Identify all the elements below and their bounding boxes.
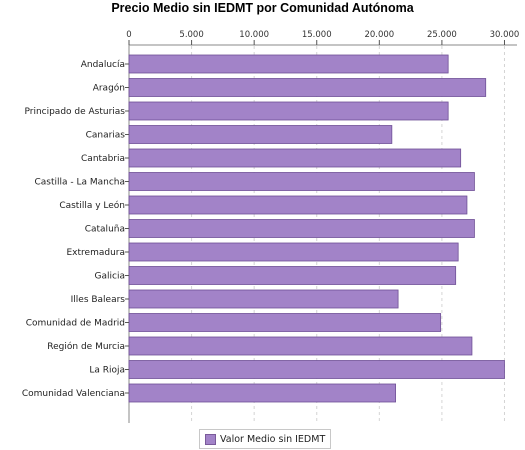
- bar: [128, 219, 475, 238]
- legend-label: Valor Medio sin IEDMT: [220, 433, 326, 445]
- bar: [128, 54, 449, 74]
- x-tick-label: 10.000: [239, 30, 269, 40]
- legend-swatch: [205, 433, 216, 445]
- category-label: Región de Murcia: [47, 341, 125, 352]
- category-label: Canarias: [86, 131, 126, 141]
- x-tick-label: 15.000: [302, 30, 332, 40]
- x-tick-label: 20.000: [364, 30, 394, 40]
- bar: [128, 289, 399, 309]
- category-label: Andalucía: [81, 60, 125, 70]
- category-label: Castilla y León: [59, 200, 125, 211]
- category-label: Illes Balears: [71, 295, 126, 305]
- bar: [128, 172, 475, 191]
- x-tick-label: 30.000: [490, 30, 520, 40]
- legend: Valor Medio sin IEDMT: [199, 429, 332, 449]
- category-label: Galicia: [95, 272, 125, 282]
- bar: [128, 101, 449, 121]
- category-labels: Andalucía Aragón Principado de Asturias Can…: [22, 60, 129, 399]
- bar: [128, 195, 468, 215]
- bar: [128, 266, 457, 285]
- category-label: Comunidad Valenciana: [22, 389, 125, 399]
- x-axis-ticks: 0 5.000 10.000 15.000 20.000 25.000 30.000: [126, 30, 519, 45]
- category-label: Cantabria: [81, 154, 125, 164]
- x-tick-label: 0: [126, 30, 131, 40]
- category-label: Comunidad de Madrid: [26, 319, 125, 329]
- category-label: Castilla - La Mancha: [34, 178, 125, 188]
- category-label: Extremadura: [67, 248, 126, 258]
- category-label: Cataluña: [85, 225, 125, 235]
- category-label: Principado de Asturias: [24, 107, 125, 117]
- bar: [128, 383, 396, 403]
- bar: [128, 148, 462, 168]
- bar: [128, 125, 393, 144]
- bar: [128, 242, 459, 262]
- bar: [128, 336, 473, 356]
- bar: [128, 78, 487, 97]
- x-tick-label: 25.000: [427, 30, 457, 40]
- bars: [128, 54, 505, 403]
- category-label: La Rioja: [89, 366, 125, 376]
- chart-title: Precio Medio sin IEDMT por Comunidad Aut…: [111, 1, 414, 15]
- category-label: Aragón: [93, 83, 125, 94]
- bar: [128, 313, 442, 332]
- bar: [128, 360, 505, 379]
- x-tick-label: 5.000: [179, 30, 203, 40]
